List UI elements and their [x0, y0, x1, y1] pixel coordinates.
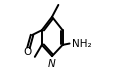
Text: N: N: [48, 59, 55, 69]
Text: NH₂: NH₂: [71, 39, 91, 49]
Text: O: O: [23, 47, 32, 57]
